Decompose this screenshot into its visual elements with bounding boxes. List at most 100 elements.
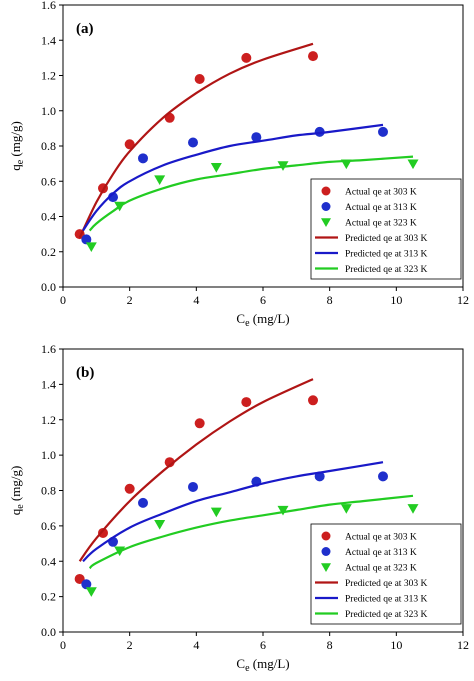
legend-circle-swatch xyxy=(321,547,331,556)
y-axis-label-unit: (mg/g) xyxy=(8,121,23,160)
series-line-4 xyxy=(78,378,314,562)
x-tick-label: 12 xyxy=(457,638,469,652)
x-tick-label: 0 xyxy=(60,293,66,307)
series-line-6 xyxy=(88,155,414,232)
data-point-circle xyxy=(194,418,205,429)
y-tick-label: 1.2 xyxy=(41,69,56,83)
data-point-circle xyxy=(124,139,135,150)
x-axis-label: Ce (mg/L) xyxy=(236,311,289,329)
data-point-circle xyxy=(81,579,92,590)
data-point-circle xyxy=(308,51,318,62)
data-point-circle xyxy=(308,395,318,406)
x-axis-label-sub: e xyxy=(245,663,250,674)
y-tick-label: 1.2 xyxy=(41,413,56,427)
legend-entry-label: Actual qe at 303 K xyxy=(345,533,417,543)
y-tick-label: 1.6 xyxy=(41,342,56,356)
x-axis-label-main: C xyxy=(236,311,245,326)
data-point-circle xyxy=(98,527,108,538)
legend-entry-label: Predicted qe at 303 K xyxy=(345,579,427,589)
data-point-circle xyxy=(188,481,198,492)
legend-entry-label: Predicted qe at 313 K xyxy=(345,595,427,605)
x-tick-label: 6 xyxy=(260,293,266,307)
x-tick-label: 2 xyxy=(127,293,133,307)
series-line-5 xyxy=(82,461,384,563)
x-tick-label: 4 xyxy=(193,293,199,307)
y-tick-label: 1.6 xyxy=(41,0,56,12)
legend-entry-label: Actual qe at 313 K xyxy=(345,203,417,213)
x-tick-label: 2 xyxy=(127,638,133,652)
y-tick-label: 0.8 xyxy=(41,139,56,153)
data-point-triangle xyxy=(85,242,97,252)
panel-label: (b) xyxy=(76,365,94,381)
x-axis-label-sub: e xyxy=(245,318,250,329)
chart-panel-2: 0 2 4 6 8 10 12 0.0 0.2 0.4 0.6 0.8 1.0 1.2 1.4 1.6 Ce (… xyxy=(8,342,469,674)
y-tick-label: 1.0 xyxy=(41,104,56,118)
x-axis-label-unit: (mg/L) xyxy=(250,656,290,671)
x-tick-label: 10 xyxy=(390,638,402,652)
y-tick-label: 0.6 xyxy=(41,519,56,533)
y-tick-label: 0.4 xyxy=(41,210,56,224)
data-point-triangle xyxy=(407,159,419,170)
legend-entry-label: Actual qe at 313 K xyxy=(345,548,417,558)
data-point-circle xyxy=(378,471,388,482)
x-axis-label: Ce (mg/L) xyxy=(236,656,289,674)
series-line-6 xyxy=(88,494,414,570)
y-tick-label: 0.0 xyxy=(41,280,56,294)
data-point-circle xyxy=(194,74,205,85)
y-tick-label: 0.6 xyxy=(41,174,56,188)
data-point-triangle xyxy=(340,504,352,514)
data-point-triangle xyxy=(407,504,419,514)
x-tick-label: 4 xyxy=(193,638,199,652)
series-line-5 xyxy=(82,123,384,232)
y-axis-label: qe (mg/g) xyxy=(8,121,26,171)
y-tick-label: 0.2 xyxy=(41,590,56,604)
y-axis-label-main: q xyxy=(8,164,23,171)
legend-entry-label: Predicted qe at 323 K xyxy=(345,610,427,620)
x-tick-label: 6 xyxy=(260,638,266,652)
y-axis-label-unit: (mg/g) xyxy=(8,466,23,505)
x-tick-label: 12 xyxy=(457,293,469,307)
series-line-4 xyxy=(78,42,314,239)
data-point-triangle xyxy=(277,505,289,516)
chart-panel-1: 0 2 4 6 8 10 12 0.0 0.2 0.4 0.6 0.8 1.0 1.2 1.4 1.6 Ce (… xyxy=(8,0,469,329)
y-tick-label: 1.4 xyxy=(41,33,56,47)
y-axis-label-sub: e xyxy=(15,504,26,509)
data-point-circle xyxy=(188,137,198,148)
legend-entry-label: Actual qe at 303 K xyxy=(345,188,417,198)
y-tick-label: 1.0 xyxy=(41,448,56,462)
y-tick-label: 0.0 xyxy=(41,625,56,639)
legend-circle-swatch xyxy=(321,202,331,211)
data-point-circle xyxy=(241,397,252,408)
data-point-circle xyxy=(241,52,252,63)
data-point-circle xyxy=(81,234,92,245)
legend-circle-swatch xyxy=(321,531,331,541)
y-axis-label: qe (mg/g) xyxy=(8,466,26,516)
data-point-triangle xyxy=(210,163,222,173)
legend-entry-label: Predicted qe at 313 K xyxy=(345,250,427,260)
legend-entry-label: Actual qe at 323 K xyxy=(345,219,417,229)
y-tick-label: 0.8 xyxy=(41,484,56,498)
x-axis-label-unit: (mg/L) xyxy=(250,311,290,326)
y-axis-label-sub: e xyxy=(15,159,26,164)
legend-circle-swatch xyxy=(321,186,331,196)
legend-triangle-swatch xyxy=(321,563,331,572)
panel-label: (a) xyxy=(76,21,94,37)
x-tick-label: 8 xyxy=(327,293,333,307)
y-tick-label: 0.4 xyxy=(41,554,56,568)
x-tick-label: 8 xyxy=(327,638,333,652)
y-tick-label: 0.2 xyxy=(41,245,56,259)
legend-triangle-swatch xyxy=(321,218,331,227)
data-point-triangle xyxy=(154,175,166,185)
data-point-circle xyxy=(74,573,85,584)
data-point-triangle xyxy=(210,507,222,518)
y-axis-label-main: q xyxy=(8,508,23,515)
data-point-triangle xyxy=(85,587,97,597)
data-point-circle xyxy=(138,153,148,164)
legend-box xyxy=(310,523,462,625)
data-point-triangle xyxy=(154,519,166,530)
data-point-circle xyxy=(251,132,262,143)
legend-entry-label: Predicted qe at 303 K xyxy=(345,234,427,244)
data-point-circle xyxy=(314,126,325,137)
x-tick-label: 10 xyxy=(390,293,402,307)
